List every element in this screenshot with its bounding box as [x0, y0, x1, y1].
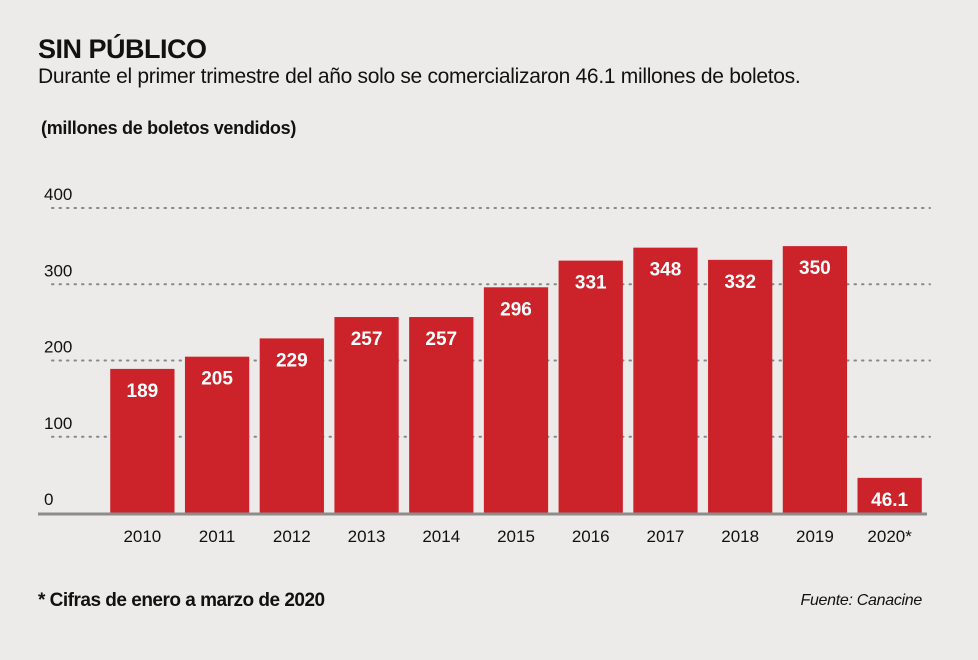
- bar-value-label: 229: [276, 350, 308, 371]
- bar: [259, 338, 324, 513]
- bar-value-label: 296: [500, 299, 532, 320]
- bar: [708, 259, 773, 513]
- bar: [409, 317, 474, 513]
- bar: [184, 356, 250, 513]
- bar-value-label: 331: [575, 273, 607, 294]
- bar-value-label: 257: [351, 329, 383, 350]
- x-tick-label: 2017: [647, 527, 685, 546]
- bar: [633, 247, 698, 513]
- bar-value-label: 350: [799, 258, 831, 279]
- footnote: * Cifras de enero a marzo de 2020: [38, 590, 325, 611]
- bar-value-label: 257: [425, 329, 457, 350]
- bar: [483, 287, 549, 513]
- x-tick-label: 2015: [497, 527, 535, 546]
- bar: [782, 246, 848, 513]
- bar: [110, 368, 175, 513]
- x-tick-label: 2014: [422, 527, 460, 546]
- x-tick-label: 2020*: [867, 527, 912, 546]
- x-tick-label: 2016: [572, 527, 610, 546]
- x-tick-label: 2012: [273, 527, 311, 546]
- y-axis-unit-label: (millones de boletos vendidos): [41, 118, 297, 138]
- source-credit: Fuente: Canacine: [800, 592, 922, 609]
- chart-subtitle: Durante el primer trimestre del año solo…: [38, 65, 801, 88]
- y-tick-label: 200: [44, 338, 72, 357]
- x-tick-label: 2010: [123, 527, 161, 546]
- bar-value-label: 332: [724, 272, 756, 293]
- x-tick-label: 2019: [796, 527, 834, 546]
- bar: [857, 477, 922, 513]
- bar-value-label: 205: [201, 369, 233, 390]
- bar-value-label: 348: [650, 260, 682, 281]
- bar-value-label: 46.1: [871, 490, 908, 511]
- y-tick-label: 0: [44, 490, 53, 509]
- x-tick-label: 2011: [199, 527, 236, 546]
- bar-value-label: 189: [127, 381, 159, 402]
- y-tick-label: 300: [44, 261, 72, 280]
- x-tick-label: 2013: [348, 527, 386, 546]
- bars: 189 205 229 257 257 296 331 348 332 350 46.1: [110, 246, 922, 513]
- bar: [334, 317, 399, 513]
- x-axis-ticks: 2010 2011 2012 2013 2014 2015 2016 2017 2018 2019…: [123, 527, 912, 546]
- chart-title: SIN PÚBLICO: [38, 34, 207, 64]
- y-tick-label: 400: [44, 185, 72, 204]
- bar: [558, 260, 623, 513]
- y-axis-ticks: 0 100 200 300 400: [44, 185, 72, 509]
- y-tick-label: 100: [44, 414, 72, 433]
- x-tick-label: 2018: [721, 527, 759, 546]
